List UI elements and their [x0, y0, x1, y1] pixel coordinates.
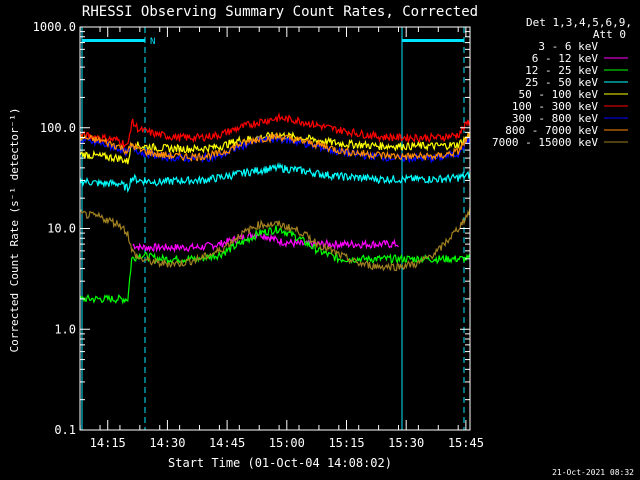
x-tick-label: 14:45 — [209, 436, 245, 450]
series-800-7000keV — [79, 131, 471, 162]
series-line — [79, 112, 471, 150]
flag-bar — [402, 39, 464, 42]
series-7000-15000keV — [79, 207, 471, 272]
x-tick-label: 15:15 — [328, 436, 364, 450]
axes: 0.1 1.0 10.0 100.0 1000.0 14:15 14:30 14:45 15:0… — [33, 20, 484, 450]
legend-label: 12 - 25 keV — [525, 64, 598, 77]
y-tick-label: 1000.0 — [33, 20, 76, 34]
footer-timestamp: 21-Oct-2021 08:32 — [552, 468, 634, 477]
legend-label: 100 - 300 keV — [512, 100, 598, 113]
legend-label: 300 - 800 keV — [512, 112, 598, 125]
chart-title: RHESSI Observing Summary Count Rates, Co… — [82, 4, 478, 20]
series-line — [79, 207, 471, 272]
legend-header-line2: Att 0 — [593, 28, 626, 41]
x-axis-label: Start Time (01-Oct-04 14:08:02) — [168, 456, 392, 470]
y-axis-label: Corrected Count Rate (s⁻¹ detector⁻¹) — [8, 107, 21, 352]
series-25-50keV — [79, 161, 471, 194]
series-line — [132, 231, 399, 253]
legend-label: 50 - 100 keV — [519, 88, 599, 101]
legend-label: 25 - 50 keV — [525, 76, 598, 89]
x-tick-label: 14:30 — [149, 436, 185, 450]
legend-label: 6 - 12 keV — [532, 52, 599, 65]
series-12-25keV — [79, 225, 471, 305]
series-line — [79, 225, 471, 305]
x-tick-label: 14:15 — [90, 436, 126, 450]
y-tick-label: 0.1 — [54, 423, 76, 437]
x-tick-label: 15:00 — [269, 436, 305, 450]
flag-bar — [82, 39, 145, 42]
flag-label: N — [150, 37, 155, 47]
legend-label: 7000 - 15000 keV — [492, 136, 598, 149]
legend-label: 800 - 7000 keV — [505, 124, 598, 137]
legend-header-line1: Det 1,3,4,5,6,9, — [526, 16, 632, 29]
x-tick-label: 15:30 — [388, 436, 424, 450]
series-6-12keV — [132, 231, 399, 253]
series-layer — [79, 112, 471, 305]
y-tick-label: 10.0 — [47, 222, 76, 236]
y-tick-label: 100.0 — [40, 121, 76, 135]
x-tick-label: 15:45 — [448, 436, 484, 450]
series-line — [79, 131, 471, 162]
legend-label: 3 - 6 keV — [538, 40, 598, 53]
series-100-300keV — [79, 112, 471, 150]
series-line — [79, 161, 471, 194]
y-tick-label: 1.0 — [54, 322, 76, 336]
